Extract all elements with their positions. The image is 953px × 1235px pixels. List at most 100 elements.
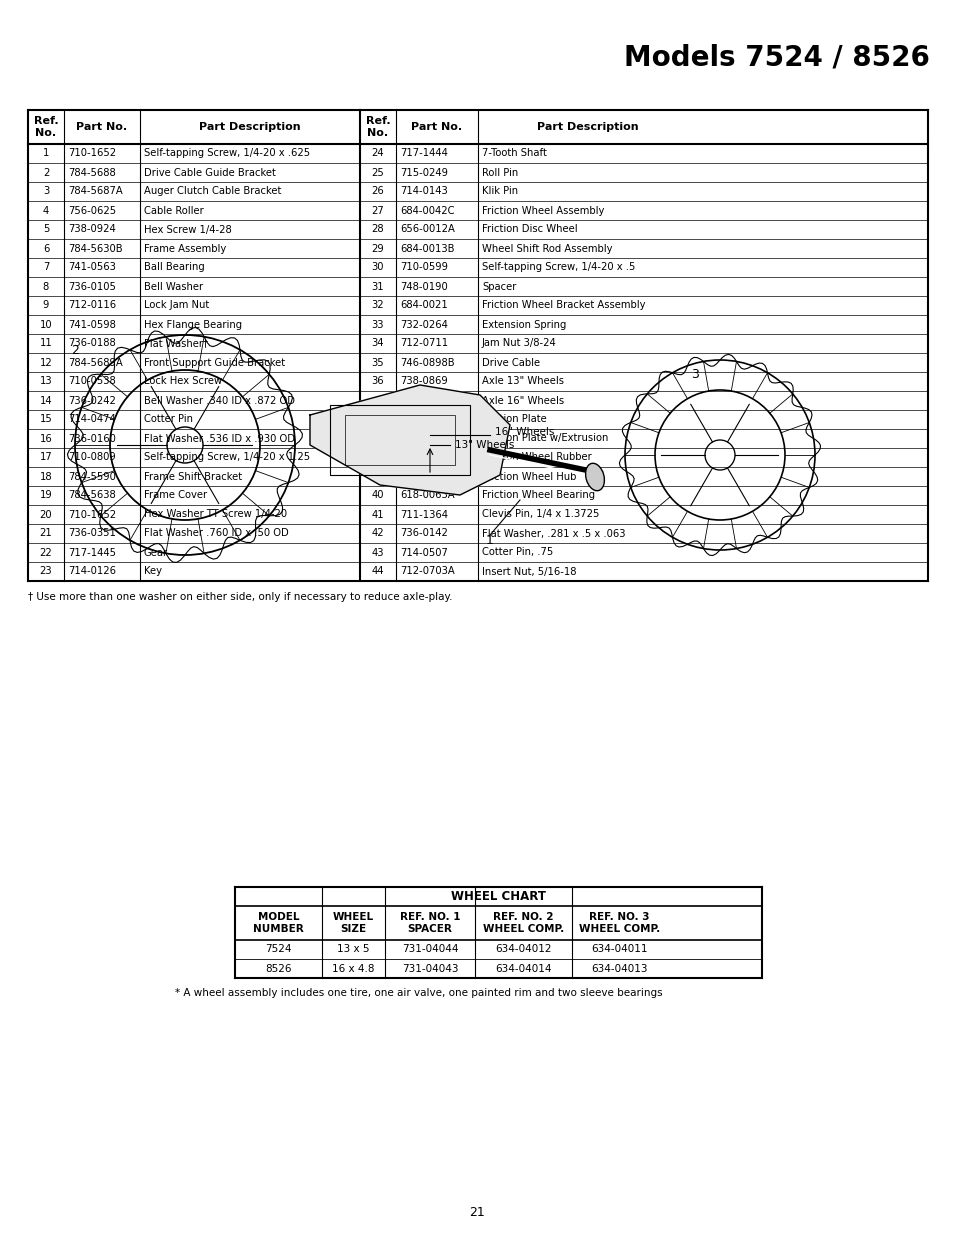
Text: 24: 24 xyxy=(372,148,384,158)
Text: Friction Plate: Friction Plate xyxy=(481,415,546,425)
Text: Part Description: Part Description xyxy=(199,122,300,132)
Text: Models 7524 / 8526: Models 7524 / 8526 xyxy=(623,43,929,70)
Text: 5: 5 xyxy=(43,225,50,235)
Text: Part Description: Part Description xyxy=(537,122,639,132)
Text: 656-0012A: 656-0012A xyxy=(399,225,455,235)
Text: 16: 16 xyxy=(40,433,52,443)
Text: 20: 20 xyxy=(40,510,52,520)
Text: Frame Assembly: Frame Assembly xyxy=(144,243,226,253)
Text: Friction Wheel Bracket Assembly: Friction Wheel Bracket Assembly xyxy=(481,300,645,310)
Text: 710-0538: 710-0538 xyxy=(68,377,115,387)
Text: 17: 17 xyxy=(40,452,52,462)
Text: 712-0116: 712-0116 xyxy=(68,300,116,310)
Text: Friction Wheel Assembly: Friction Wheel Assembly xyxy=(481,205,604,215)
Text: Flat Washer, .281 x .5 x .063: Flat Washer, .281 x .5 x .063 xyxy=(481,529,625,538)
Text: 1: 1 xyxy=(43,148,50,158)
Text: 784-5688: 784-5688 xyxy=(68,168,115,178)
Polygon shape xyxy=(310,385,510,495)
Text: Cotter Pin: Cotter Pin xyxy=(144,415,193,425)
Text: 15: 15 xyxy=(40,415,52,425)
Text: 736-0160: 736-0160 xyxy=(68,433,115,443)
Text: 23: 23 xyxy=(40,567,52,577)
Text: Cable Roller: Cable Roller xyxy=(144,205,204,215)
Text: 710-0809: 710-0809 xyxy=(68,452,115,462)
Bar xyxy=(234,887,761,978)
Text: 7: 7 xyxy=(43,263,50,273)
Text: 732-0264: 732-0264 xyxy=(399,320,447,330)
Text: Hex Flange Bearing: Hex Flange Bearing xyxy=(144,320,242,330)
Text: Klik Pin: Klik Pin xyxy=(481,186,517,196)
Text: 37: 37 xyxy=(372,415,384,425)
Text: 3: 3 xyxy=(43,186,49,196)
Text: Cotter Pin, .75: Cotter Pin, .75 xyxy=(481,547,553,557)
Text: 736-0351: 736-0351 xyxy=(68,529,115,538)
Text: 1: 1 xyxy=(485,534,494,547)
Text: 714-0474: 714-0474 xyxy=(68,415,115,425)
Text: 715-0249: 715-0249 xyxy=(399,168,448,178)
Text: 634-04014: 634-04014 xyxy=(495,963,551,973)
Text: * A wheel assembly includes one tire, one air valve, one painted rim and two sle: * A wheel assembly includes one tire, on… xyxy=(174,988,662,998)
Text: Part No.: Part No. xyxy=(411,122,462,132)
Text: 10: 10 xyxy=(40,320,52,330)
Text: Key: Key xyxy=(144,567,162,577)
Text: Roll Pin: Roll Pin xyxy=(481,168,517,178)
Text: 2: 2 xyxy=(71,343,79,357)
Text: 738-0869: 738-0869 xyxy=(399,377,447,387)
Text: 16 x 4.8: 16 x 4.8 xyxy=(332,963,375,973)
Text: 717-1444: 717-1444 xyxy=(399,148,447,158)
Text: 717-1445: 717-1445 xyxy=(68,547,116,557)
Text: 714-0143: 714-0143 xyxy=(399,186,447,196)
Text: WHEEL COMP.: WHEEL COMP. xyxy=(578,924,659,934)
Text: Bell Washer: Bell Washer xyxy=(144,282,203,291)
Ellipse shape xyxy=(585,463,604,490)
Text: 684-0021: 684-0021 xyxy=(399,300,447,310)
Text: Gear: Gear xyxy=(144,547,168,557)
Text: REF. NO. 2: REF. NO. 2 xyxy=(493,911,553,921)
Text: Self-tapping Screw, 1/4-20 x .5: Self-tapping Screw, 1/4-20 x .5 xyxy=(481,263,635,273)
Text: 746-0898B: 746-0898B xyxy=(399,357,455,368)
Text: 634-04011: 634-04011 xyxy=(591,945,647,955)
Text: 6: 6 xyxy=(43,243,50,253)
Text: NUMBER: NUMBER xyxy=(253,924,304,934)
Text: 790-00011: 790-00011 xyxy=(399,433,454,443)
Text: REF. NO. 1: REF. NO. 1 xyxy=(399,911,459,921)
Text: 736-0242: 736-0242 xyxy=(68,395,115,405)
Text: 43: 43 xyxy=(372,547,384,557)
Text: 42: 42 xyxy=(372,529,384,538)
Text: Ball Bearing: Ball Bearing xyxy=(144,263,205,273)
Text: WHEEL: WHEEL xyxy=(333,911,374,921)
Text: Extension Spring: Extension Spring xyxy=(481,320,566,330)
Text: 7524: 7524 xyxy=(265,945,292,955)
Text: 710-1652: 710-1652 xyxy=(68,148,116,158)
Text: Hex Screw 1/4-28: Hex Screw 1/4-28 xyxy=(144,225,232,235)
Text: MODEL: MODEL xyxy=(257,911,299,921)
Text: Frame Shift Bracket: Frame Shift Bracket xyxy=(144,472,242,482)
Text: Wheel Shift Rod Assembly: Wheel Shift Rod Assembly xyxy=(481,243,612,253)
Text: SPACER: SPACER xyxy=(407,924,452,934)
Text: 712-0711: 712-0711 xyxy=(399,338,448,348)
Text: Friction Wheel Hub: Friction Wheel Hub xyxy=(481,472,576,482)
Text: Insert Nut, 5/16-18: Insert Nut, 5/16-18 xyxy=(481,567,576,577)
Text: Drive Cable Guide Bracket: Drive Cable Guide Bracket xyxy=(144,168,275,178)
Text: 2: 2 xyxy=(43,168,50,178)
Text: Flat Washer .760 ID x .50 OD: Flat Washer .760 ID x .50 OD xyxy=(144,529,289,538)
Text: 4: 4 xyxy=(43,205,49,215)
Text: Jam Nut 3/8-24: Jam Nut 3/8-24 xyxy=(481,338,557,348)
Text: Friction Disc Wheel: Friction Disc Wheel xyxy=(481,225,577,235)
Text: 28: 28 xyxy=(372,225,384,235)
Text: 618-0063A: 618-0063A xyxy=(399,490,455,500)
Text: Bell Washer .340 ID x .872 OD: Bell Washer .340 ID x .872 OD xyxy=(144,395,294,405)
Text: 13 x 5: 13 x 5 xyxy=(337,945,370,955)
Text: Self-tapping Screw, 1/4-20 x 1.25: Self-tapping Screw, 1/4-20 x 1.25 xyxy=(144,452,310,462)
Text: 3: 3 xyxy=(690,368,699,382)
Text: 12: 12 xyxy=(40,357,52,368)
Text: 39: 39 xyxy=(372,472,384,482)
Text: Axle 13" Wheels: Axle 13" Wheels xyxy=(481,377,563,387)
Text: Frame Cover: Frame Cover xyxy=(144,490,207,500)
Text: 784-5638: 784-5638 xyxy=(68,490,115,500)
Text: Ref.
No.: Ref. No. xyxy=(33,116,58,138)
Text: WHEEL COMP.: WHEEL COMP. xyxy=(482,924,563,934)
Text: 710-1652: 710-1652 xyxy=(68,510,116,520)
Text: Spacer: Spacer xyxy=(481,282,516,291)
Text: Hex Washer TT Screw 1/4-20: Hex Washer TT Screw 1/4-20 xyxy=(144,510,287,520)
